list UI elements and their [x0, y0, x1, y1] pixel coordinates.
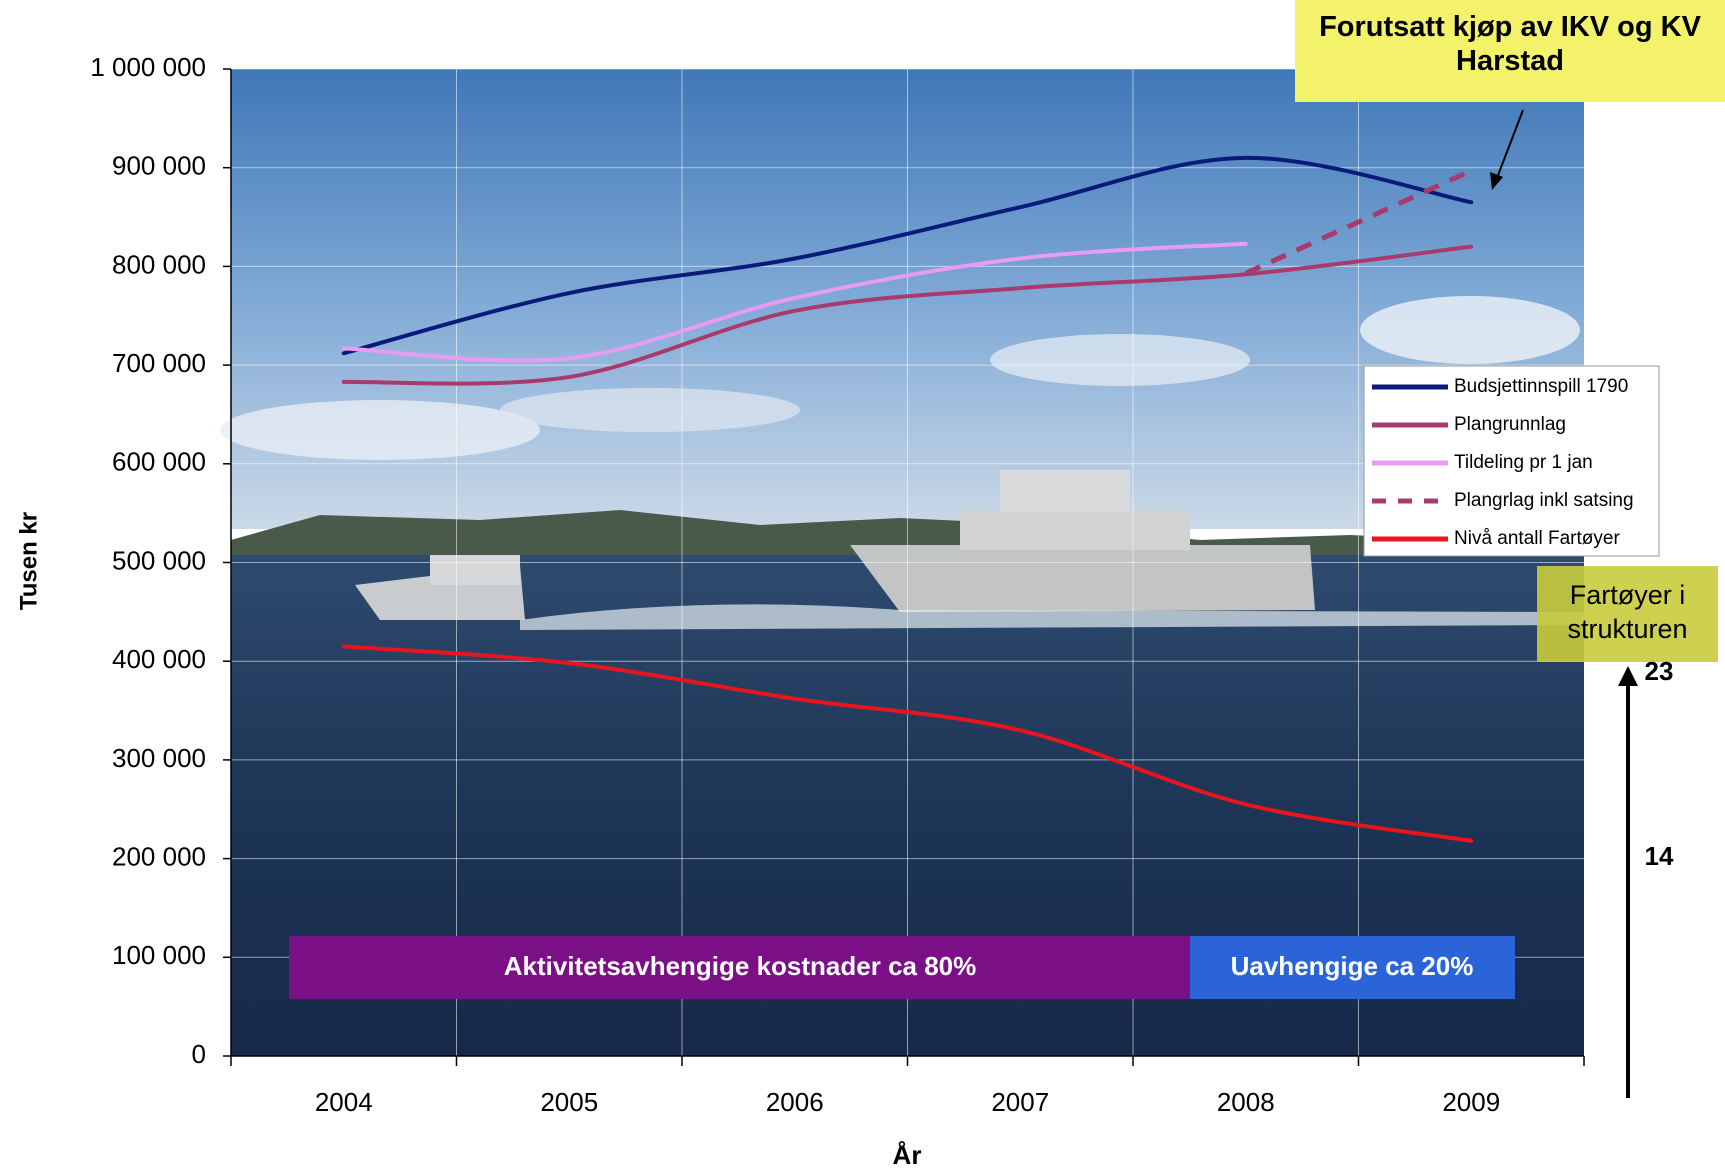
- purchase-note: Forutsatt kjøp av IKV og KV Harstad: [1295, 0, 1725, 190]
- x-tick-label: 2008: [1217, 1087, 1275, 1117]
- vessels-low: 14: [1645, 841, 1674, 871]
- y-tick-label: 300 000: [112, 743, 206, 773]
- x-tick-label: 2009: [1442, 1087, 1500, 1117]
- vessels-high: 23: [1645, 656, 1674, 686]
- y-tick-label: 500 000: [112, 545, 206, 575]
- y-tick-label: 900 000: [112, 151, 206, 181]
- x-tick-label: 2005: [540, 1087, 598, 1117]
- series-line: [1244, 168, 1473, 276]
- series-line: [341, 241, 1248, 363]
- legend-label: Plangrlag inkl satsing: [1454, 490, 1634, 511]
- note-wrap: Forutsatt kjøp av IKV og KV Harstad: [1319, 11, 1701, 77]
- series-line: [341, 644, 1474, 843]
- y-tick-label: 400 000: [112, 644, 206, 674]
- note-box: [1295, 0, 1725, 102]
- series-lines: [341, 155, 1474, 843]
- vessels-title: Fartøyer i strukturen: [1567, 580, 1688, 644]
- axes: 0 100 000 200 000 300 000 400 000 500 000 600 …: [90, 52, 1585, 1117]
- legend-label: Nivå antall Fartøyer: [1454, 528, 1620, 549]
- vessels-note: Fartøyer i strukturen 23 14: [1537, 566, 1718, 1098]
- y-tick-label: 200 000: [112, 841, 206, 871]
- y-tick-label: 100 000: [112, 940, 206, 970]
- series-line: [341, 244, 1474, 386]
- purchase-note-text: Forutsatt kjøp av IKV og KV Harstad: [1319, 11, 1701, 77]
- legend-label: Plangrunnlag: [1454, 414, 1566, 435]
- legend-label: Budsjettinnspill 1790: [1454, 376, 1628, 397]
- cost-bands: Aktivitetsavhengige kostnader ca 80% Uav…: [289, 936, 1515, 999]
- independent-band: [1190, 936, 1515, 999]
- y-tick-label: 700 000: [112, 348, 206, 378]
- activity-band-label: Aktivitetsavhengige kostnader ca 80%: [504, 951, 977, 981]
- series-line: [341, 155, 1474, 356]
- legend-label: Tildeling pr 1 jan: [1454, 452, 1593, 473]
- independent-band-label: Uavhengige ca 20%: [1231, 951, 1474, 981]
- x-tick-label: 2006: [766, 1087, 824, 1117]
- legend-entries: Budsjettinnspill 1790 Plangrunnlag Tildeli…: [1372, 376, 1634, 549]
- x-tick-label: 2007: [991, 1087, 1049, 1117]
- y-axis-label: Tusen kr: [15, 512, 42, 610]
- y-tick-label: 1 000 000: [90, 52, 206, 82]
- x-axis-label: År: [893, 1140, 922, 1170]
- y-tick-label: 800 000: [112, 249, 206, 279]
- vessels-box: [1537, 566, 1718, 662]
- y-tick-label: 0: [192, 1039, 206, 1069]
- y-tick-label: 600 000: [112, 447, 206, 477]
- x-tick-label: 2004: [315, 1087, 373, 1117]
- vessels-wrap: Fartøyer i strukturen: [1567, 580, 1688, 644]
- activity-band: [289, 936, 1190, 999]
